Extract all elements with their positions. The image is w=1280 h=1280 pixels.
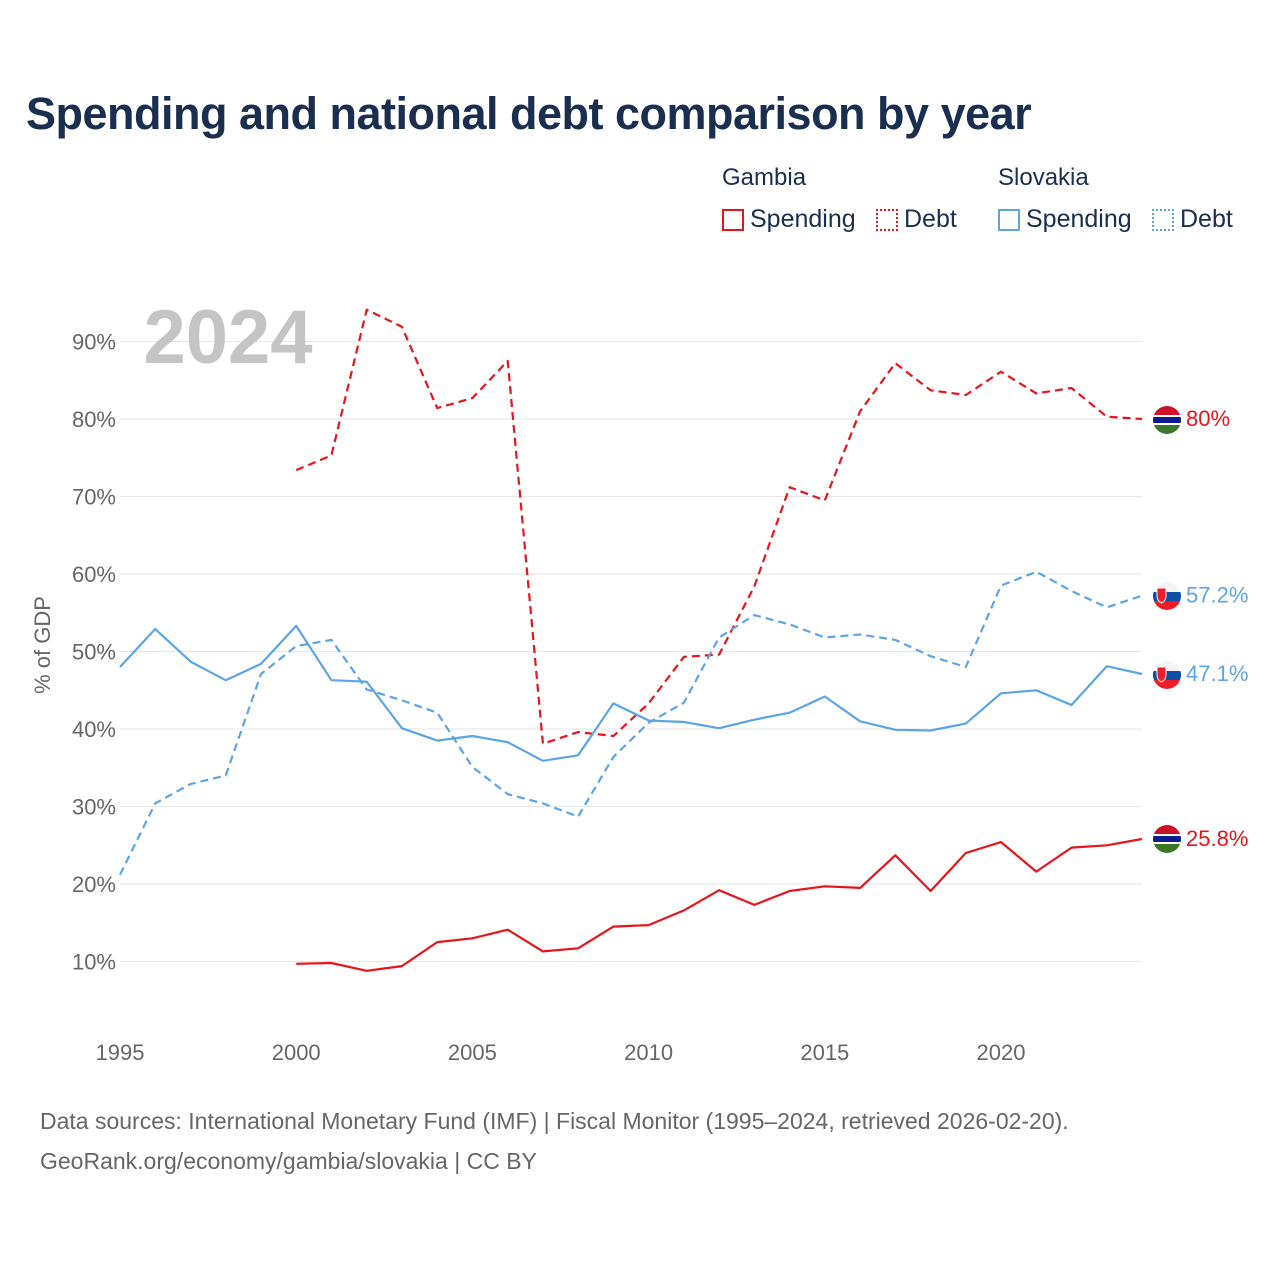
legend-label: Debt [904, 205, 957, 233]
y-tick-label: 30% [72, 795, 116, 820]
x-tick-label: 2020 [977, 1040, 1026, 1065]
legend-label: Spending [1026, 205, 1132, 233]
end-value-label: 57.2% [1186, 583, 1248, 608]
legend-swatch-solid-red [722, 208, 744, 231]
legend-swatch-solid-blue [998, 208, 1020, 231]
legend-swatch-dotted-blue [1152, 208, 1174, 231]
end-value-label: 80% [1186, 406, 1230, 431]
legend-label: Spending [750, 205, 856, 233]
y-tick-label: 70% [72, 485, 116, 510]
gambia-flag-icon [1153, 825, 1181, 853]
y-axis-label: % of GDP [30, 596, 55, 694]
x-tick-label: 2010 [624, 1040, 673, 1065]
slovakia-flag-icon [1153, 661, 1181, 689]
y-tick-label: 90% [72, 330, 116, 355]
x-tick-label: 2015 [800, 1040, 849, 1065]
slovakia-flag-icon [1153, 582, 1181, 610]
x-tick-label: 1995 [96, 1040, 145, 1065]
series-line-gambia-debt[interactable] [295, 308, 1143, 745]
x-tick-label: 2005 [448, 1040, 497, 1065]
y-tick-label: 50% [72, 640, 116, 665]
footer-attribution: GeoRank.org/economy/gambia/slovakia | CC… [40, 1148, 537, 1174]
legend-slovakia-spending[interactable]: Spending [998, 205, 1132, 234]
y-tick-label: 40% [72, 717, 116, 742]
x-tick-label: 2000 [272, 1040, 321, 1065]
footer-sources: Data sources: International Monetary Fun… [40, 1108, 1069, 1134]
legend-slovakia-debt[interactable]: Debt [1152, 205, 1233, 234]
gambia-flag-icon [1153, 406, 1181, 434]
y-tick-label: 60% [72, 562, 116, 587]
legend-label: Debt [1180, 205, 1233, 233]
series-line-gambia-spending[interactable] [296, 837, 1143, 972]
line-chart: 10% 20% 30% 40% 50% 60% 70% 80% 90% 1995 2000 2005… [30, 295, 1248, 1065]
legend-swatch-dotted-red [876, 208, 898, 231]
legend-gambia-debt[interactable]: Debt [876, 205, 957, 234]
y-tick-label: 80% [72, 407, 116, 432]
legend-group-gambia: Gambia [722, 164, 807, 191]
end-value-label: 25.8% [1186, 826, 1248, 851]
legend-gambia-spending[interactable]: Spending [722, 205, 856, 234]
year-watermark: 2024 [143, 295, 312, 380]
y-tick-label: 10% [72, 950, 116, 975]
series-line-slovakia-debt[interactable] [119, 570, 1143, 876]
end-value-label: 47.1% [1186, 661, 1248, 686]
chart-title: Spending and national debt comparison by… [26, 88, 1032, 139]
series-line-slovakia-spending[interactable] [119, 624, 1143, 762]
y-tick-label: 20% [72, 872, 116, 897]
legend-group-slovakia: Slovakia [998, 164, 1089, 191]
